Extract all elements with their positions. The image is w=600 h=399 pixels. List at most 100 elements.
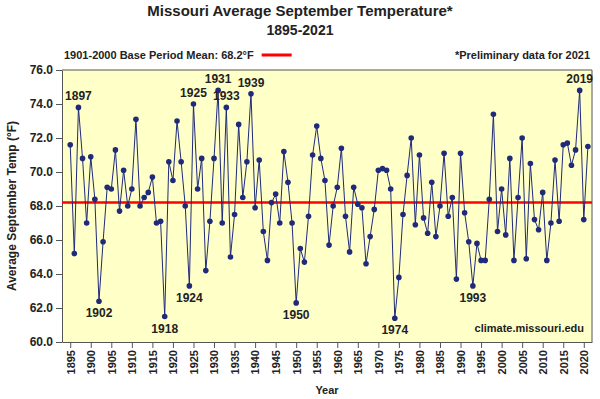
- y-tick-label: 66.0: [30, 233, 54, 247]
- y-tick: 72.0: [30, 131, 62, 145]
- plot-background: [62, 70, 592, 342]
- y-tick-mark: [56, 240, 62, 241]
- point: [100, 239, 106, 245]
- x-tick-label: 1895: [65, 350, 77, 374]
- point: [536, 227, 542, 233]
- y-tick: 70.0: [30, 165, 62, 179]
- annotation: 1918: [151, 322, 178, 336]
- x-tick-label: 1995: [475, 350, 487, 374]
- x-tick-mark: [111, 342, 112, 348]
- point: [80, 156, 86, 162]
- y-tick-mark: [56, 342, 62, 343]
- point: [88, 154, 94, 160]
- annotation: 1925: [180, 86, 207, 100]
- point: [486, 196, 492, 202]
- point: [556, 219, 562, 225]
- x-tick: 1925: [188, 342, 200, 374]
- y-tick-mark: [56, 308, 62, 309]
- point: [433, 234, 439, 240]
- point: [552, 157, 558, 163]
- source: climate.missouri.edu: [475, 322, 584, 334]
- series-line: [70, 90, 588, 318]
- point: [548, 220, 554, 226]
- point: [199, 156, 205, 162]
- x-tick-label: 2005: [517, 350, 529, 374]
- point: [162, 314, 168, 320]
- point: [474, 241, 480, 247]
- x-tick-label: 2010: [537, 350, 549, 374]
- point: [133, 117, 139, 123]
- point: [256, 157, 262, 163]
- y-tick-label: 68.0: [30, 199, 54, 213]
- x-tick-mark: [70, 342, 71, 348]
- x-tick: 1995: [475, 342, 487, 374]
- point: [322, 178, 328, 184]
- point: [441, 151, 447, 157]
- point: [187, 283, 193, 289]
- point: [232, 212, 238, 218]
- y-tick-label: 76.0: [30, 63, 54, 77]
- x-tick-mark: [337, 342, 338, 348]
- x-tick-label: 1990: [455, 350, 467, 374]
- x-tick: 1935: [229, 342, 241, 374]
- point: [532, 217, 538, 223]
- x-tick: 2020: [578, 342, 590, 374]
- x-tick-label: 1925: [188, 350, 200, 374]
- x-tick-label: 1950: [291, 350, 303, 374]
- point: [404, 173, 410, 179]
- annotation: 1931: [205, 72, 232, 86]
- point: [281, 149, 287, 155]
- point: [141, 195, 147, 201]
- x-tick-label: 1985: [434, 350, 446, 374]
- x-tick-mark: [296, 342, 297, 348]
- x-tick-mark: [91, 342, 92, 348]
- y-tick: 60.0: [30, 335, 62, 349]
- x-tick: 2010: [537, 342, 549, 374]
- point: [129, 186, 135, 192]
- point: [224, 105, 230, 111]
- x-tick-label: 1960: [332, 350, 344, 374]
- plot-frame: [62, 70, 592, 342]
- x-axis: 1895190019051910191519201925193019351940…: [63, 342, 593, 374]
- x-tick-label: 1920: [167, 350, 179, 374]
- x-tick-mark: [276, 342, 277, 348]
- x-tick: 1910: [126, 342, 138, 374]
- y-tick: 68.0: [30, 199, 62, 213]
- point: [573, 147, 579, 153]
- point: [462, 210, 468, 216]
- x-tick: 1975: [393, 342, 405, 374]
- x-tick-label: 1945: [270, 350, 282, 374]
- point: [84, 220, 90, 226]
- x-tick-label: 1980: [414, 350, 426, 374]
- point: [289, 220, 295, 226]
- subtitle: 1895-2021: [267, 22, 334, 38]
- point: [330, 203, 336, 209]
- x-tick-label: 2000: [496, 350, 508, 374]
- x-tick: 1960: [332, 342, 344, 374]
- x-tick: 1965: [352, 342, 364, 374]
- y-axis-line: [62, 71, 63, 343]
- point: [137, 203, 143, 209]
- point: [158, 219, 164, 225]
- x-tick-label: 2020: [578, 350, 590, 374]
- x-tick-label: 1900: [85, 350, 97, 374]
- y-tick: 74.0: [30, 97, 62, 111]
- y-tick-mark: [56, 104, 62, 105]
- point: [96, 298, 102, 304]
- y-tick: 62.0: [30, 301, 62, 315]
- point: [425, 230, 431, 236]
- point: [145, 190, 151, 196]
- y-tick: 76.0: [30, 63, 62, 77]
- point: [219, 220, 225, 226]
- x-tick: 2005: [517, 342, 529, 374]
- point: [269, 200, 275, 206]
- x-tick-mark: [193, 342, 194, 348]
- point: [581, 217, 587, 223]
- annotation: 1950: [283, 308, 310, 322]
- point: [523, 256, 529, 262]
- y-tick-mark: [56, 70, 62, 71]
- point: [125, 203, 131, 209]
- x-tick-mark: [461, 342, 462, 348]
- annotation: 1933: [213, 89, 240, 103]
- point: [577, 88, 583, 94]
